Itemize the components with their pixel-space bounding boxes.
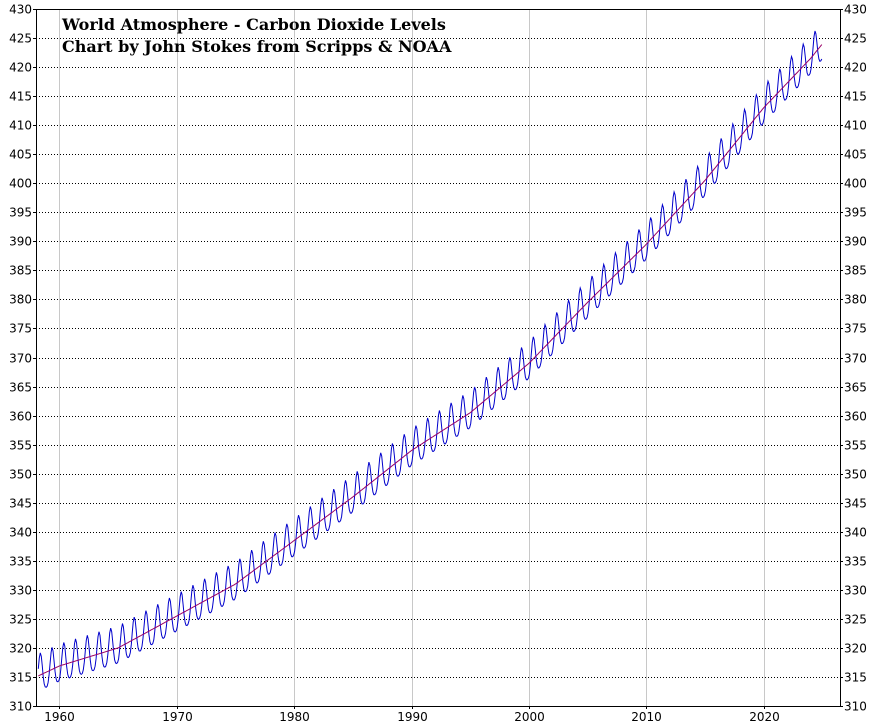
y-tick-label-right: 345	[844, 497, 867, 511]
y-tick-label-right: 325	[844, 613, 867, 627]
y-tick-label-left: 340	[9, 526, 32, 540]
y-tick-label-right: 430	[844, 3, 867, 17]
y-tick-label-right: 310	[844, 700, 867, 714]
x-tick-label: 1960	[44, 710, 75, 724]
y-tick-label-left: 395	[9, 206, 32, 220]
y-tick-label-left: 415	[9, 90, 32, 104]
y-tick-label-left: 310	[9, 700, 32, 714]
y-tick-label-left: 335	[9, 555, 32, 569]
y-tick-label-left: 375	[9, 322, 32, 336]
y-tick-label-right: 410	[844, 119, 867, 133]
y-tick-label-right: 315	[844, 671, 867, 685]
y-tick-label-left: 370	[9, 352, 32, 366]
y-tick-label-left: 325	[9, 613, 32, 627]
y-tick-label-left: 410	[9, 119, 32, 133]
y-tick-label-left: 380	[9, 293, 32, 307]
y-tick-label-right: 425	[844, 32, 867, 46]
y-tick-label-right: 370	[844, 352, 867, 366]
y-tick-label-left: 390	[9, 235, 32, 249]
x-tick-label: 2010	[631, 710, 662, 724]
co2-trend-line	[38, 44, 823, 677]
y-tick-label-right: 335	[844, 555, 867, 569]
y-tick-label-right: 405	[844, 148, 867, 162]
y-tick-label-right: 415	[844, 90, 867, 104]
y-tick-label-left: 345	[9, 497, 32, 511]
y-tick-label-right: 390	[844, 235, 867, 249]
x-tick-label: 1990	[397, 710, 428, 724]
x-tick-label: 2000	[514, 710, 545, 724]
x-tick-label: 1970	[162, 710, 193, 724]
y-tick-label-left: 385	[9, 264, 32, 278]
y-tick-label-right: 340	[844, 526, 867, 540]
y-tick-label-right: 375	[844, 322, 867, 336]
axes: 310 310 315 315 320 320 325 325 330 330 335 335 340 3…	[9, 3, 867, 725]
y-tick-label-left: 405	[9, 148, 32, 162]
y-tick-label-left: 360	[9, 410, 32, 424]
y-tick-label-left: 315	[9, 671, 32, 685]
y-tick-label-left: 320	[9, 642, 32, 656]
y-tick-label-right: 400	[844, 177, 867, 191]
y-tick-label-left: 430	[9, 3, 32, 17]
y-tick-label-right: 360	[844, 410, 867, 424]
y-tick-label-right: 395	[844, 206, 867, 220]
grid	[36, 9, 840, 706]
y-tick-label-right: 320	[844, 642, 867, 656]
title-line-2: Chart by John Stokes from Scripps & NOAA	[62, 37, 452, 56]
y-tick-label-right: 355	[844, 439, 867, 453]
y-tick-label-left: 350	[9, 468, 32, 482]
y-tick-label-left: 330	[9, 584, 32, 598]
y-tick-label-left: 425	[9, 32, 32, 46]
y-tick-label-right: 330	[844, 584, 867, 598]
y-tick-label-left: 420	[9, 61, 32, 75]
y-tick-label-right: 385	[844, 264, 867, 278]
y-tick-label-left: 365	[9, 381, 32, 395]
chart-title: World Atmosphere - Carbon Dioxide Levels…	[61, 15, 452, 56]
y-tick-label-left: 355	[9, 439, 32, 453]
y-tick-label-right: 380	[844, 293, 867, 307]
y-tick-label-right: 420	[844, 61, 867, 75]
y-tick-label-left: 400	[9, 177, 32, 191]
y-tick-label-right: 350	[844, 468, 867, 482]
series-group	[37, 30, 823, 688]
title-line-1: World Atmosphere - Carbon Dioxide Levels	[61, 15, 446, 34]
monthly-co2-line	[37, 30, 823, 688]
y-tick-label-right: 365	[844, 381, 867, 395]
x-tick-label: 1980	[279, 710, 310, 724]
x-tick-label: 2020	[749, 710, 780, 724]
